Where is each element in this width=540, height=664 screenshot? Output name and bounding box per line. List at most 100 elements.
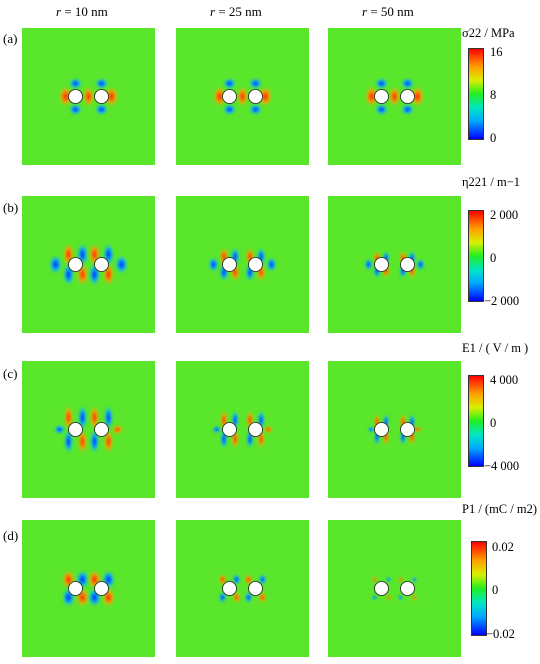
hole: [94, 581, 109, 596]
colorbar-title-sigma: σ22 / MPa: [462, 26, 515, 40]
colorbar-tick-bottom: −4 000: [484, 459, 520, 473]
hole: [400, 89, 415, 104]
hole: [400, 422, 415, 437]
low-lobe: [94, 77, 109, 90]
colorbar-tick-top: 16: [490, 45, 503, 59]
low-lobe: [374, 77, 389, 90]
row-label-c: (c): [3, 366, 18, 381]
row-label-b: (b): [3, 200, 19, 215]
low-lobe: [53, 424, 66, 435]
column-header-r25: r = 25 nm: [210, 4, 262, 20]
hole: [94, 89, 109, 104]
colorbar-tick-top: 4 000: [490, 373, 519, 387]
high-lobe: [258, 591, 267, 604]
high-lobe: [258, 85, 273, 108]
low-lobe: [412, 576, 417, 583]
field-map-panel: [176, 520, 309, 657]
high-lobe: [232, 591, 241, 604]
field-background: [176, 196, 309, 333]
field-background: [328, 196, 461, 333]
field-map-panel: [22, 28, 155, 165]
field-map-panel: [328, 196, 461, 333]
field-background: [176, 520, 309, 657]
field-map-panel: [328, 361, 461, 498]
high-lobe: [58, 85, 73, 108]
colorbar-tick-bottom: −2 000: [484, 294, 520, 308]
low-lobe: [415, 258, 426, 271]
high-lobe: [244, 573, 253, 586]
row-label-d: (d): [3, 528, 19, 543]
low-lobe: [400, 103, 415, 116]
low-lobe: [248, 103, 263, 116]
low-lobe: [265, 256, 278, 273]
field-map-panel: [22, 361, 155, 498]
field-background: [328, 520, 461, 657]
column-header-r10: r = 10 nm: [56, 4, 108, 20]
low-lobe: [211, 425, 222, 434]
colorbar-tick-bottom: −0.02: [486, 627, 515, 641]
hole: [374, 257, 389, 272]
low-lobe: [363, 258, 374, 271]
low-lobe: [232, 573, 241, 586]
low-lobe: [94, 103, 109, 116]
colorbar-p: [471, 541, 487, 636]
colorbar-tick-top: 0.02: [492, 540, 514, 554]
field-background: [22, 361, 155, 498]
hole: [222, 581, 237, 596]
colorbar-tick-mid: 0: [490, 251, 497, 265]
hole: [400, 581, 415, 596]
high-lobe: [212, 85, 227, 108]
column-header-value: = 10 nm: [61, 4, 108, 19]
hole: [248, 89, 263, 104]
high-lobe: [104, 85, 119, 108]
hole: [248, 257, 263, 272]
colorbar-sigma: [468, 48, 484, 140]
low-lobe: [248, 77, 263, 90]
row-label-a: (a): [3, 31, 18, 46]
low-lobe: [258, 573, 267, 586]
high-lobe: [386, 594, 391, 601]
low-lobe: [68, 77, 83, 90]
colorbar-tick-mid: 8: [490, 88, 497, 102]
low-lobe: [68, 103, 83, 116]
hole: [400, 257, 415, 272]
field-map-panel: [328, 28, 461, 165]
hole: [68, 89, 83, 104]
low-lobe: [386, 576, 391, 583]
high-lobe: [236, 85, 249, 108]
field-map-panel: [22, 196, 155, 333]
column-header-symbol: r: [210, 4, 216, 19]
column-header-r50: r = 50 nm: [362, 4, 414, 20]
colorbar-title-p: P1 / (mC / m2): [462, 502, 538, 516]
colorbar-title-e: E1 / ( V / m ): [462, 341, 529, 355]
field-map-panel: [176, 28, 309, 165]
low-lobe: [244, 591, 253, 604]
low-lobe: [367, 426, 375, 433]
colorbar-eta: [468, 210, 484, 302]
column-header-symbol: r: [56, 4, 62, 19]
low-lobe: [114, 254, 129, 275]
hole: [68, 581, 83, 596]
field-background: [176, 361, 309, 498]
high-lobe: [364, 85, 379, 108]
colorbar-title-eta: η221 / m−1: [462, 175, 521, 189]
hole: [68, 257, 83, 272]
high-lobe: [414, 426, 422, 433]
colorbar-tick-top: 2 000: [490, 208, 519, 222]
high-lobe: [410, 85, 425, 108]
field-map-panel: [22, 520, 155, 657]
high-lobe: [218, 573, 227, 586]
hole: [94, 257, 109, 272]
low-lobe: [218, 591, 227, 604]
field-map-panel: [176, 361, 309, 498]
hole: [248, 422, 263, 437]
low-lobe: [222, 77, 237, 90]
high-lobe: [388, 85, 401, 108]
low-lobe: [374, 103, 389, 116]
low-lobe: [372, 594, 377, 601]
field-background: [328, 361, 461, 498]
column-header-value: = 25 nm: [215, 4, 262, 19]
hole: [374, 581, 389, 596]
hole: [374, 422, 389, 437]
colorbar-tick-mid: 0: [492, 583, 499, 597]
